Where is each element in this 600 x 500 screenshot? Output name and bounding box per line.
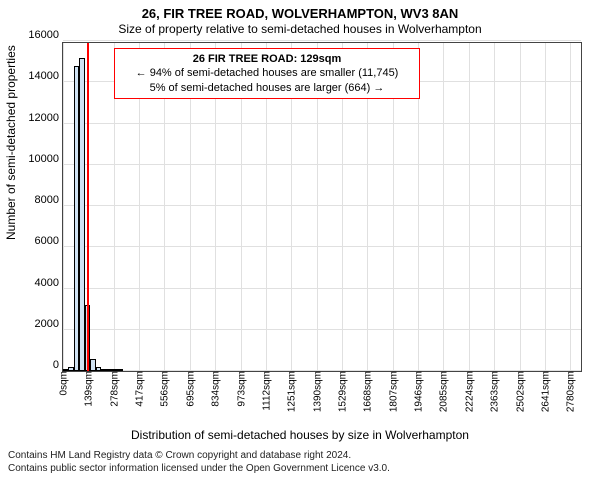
gridline-h	[63, 329, 581, 330]
y-tick-label: 14000	[19, 70, 63, 82]
gridline-h	[63, 164, 581, 165]
x-tick-label: 139sqm	[82, 371, 95, 407]
y-tick-label: 2000	[19, 318, 63, 330]
x-tick-label: 556sqm	[158, 371, 171, 407]
gridline-v	[570, 43, 571, 371]
y-tick-label: 16000	[19, 29, 63, 41]
gridline-h	[63, 246, 581, 247]
x-tick-label: 2224sqm	[462, 371, 475, 412]
chart-container: 26, FIR TREE ROAD, WOLVERHAMPTON, WV3 8A…	[0, 0, 600, 500]
gridline-v	[469, 43, 470, 371]
gridline-v	[443, 43, 444, 371]
y-tick-label: 4000	[19, 277, 63, 289]
y-tick-label: 0	[19, 359, 63, 371]
x-tick-label: 417sqm	[133, 371, 146, 407]
x-tick-label: 278sqm	[107, 371, 120, 407]
x-tick-label: 695sqm	[183, 371, 196, 407]
annotation-line-3: 5% of semi-detached houses are larger (6…	[119, 81, 415, 95]
x-tick-label: 2780sqm	[564, 371, 577, 412]
histogram-bar	[118, 369, 123, 371]
y-axis-label: Number of semi-detached properties	[4, 45, 18, 240]
gridline-h	[63, 205, 581, 206]
gridline-v	[520, 43, 521, 371]
x-tick-label: 2502sqm	[513, 371, 526, 412]
footer-line-1: Contains HM Land Registry data © Crown c…	[8, 450, 592, 463]
x-tick-label: 1112sqm	[259, 371, 272, 411]
gridline-v	[545, 43, 546, 371]
x-tick-label: 973sqm	[234, 371, 247, 407]
gridline-h	[63, 40, 581, 41]
x-tick-label: 0sqm	[57, 371, 70, 395]
annotation-line-2: ← 94% of semi-detached houses are smalle…	[119, 66, 415, 80]
chart-subtitle: Size of property relative to semi-detach…	[0, 22, 600, 36]
x-tick-label: 2363sqm	[488, 371, 501, 412]
y-tick-label: 10000	[19, 153, 63, 165]
gridline-v	[494, 43, 495, 371]
y-tick-label: 6000	[19, 235, 63, 247]
property-marker-line	[87, 43, 89, 371]
marker-annotation: 26 FIR TREE ROAD: 129sqm ← 94% of semi-d…	[114, 48, 420, 99]
y-tick-label: 8000	[19, 194, 63, 206]
x-tick-label: 1668sqm	[361, 371, 374, 412]
x-tick-label: 1390sqm	[310, 371, 323, 412]
annotation-line-1: 26 FIR TREE ROAD: 129sqm	[119, 52, 415, 66]
y-tick-label: 12000	[19, 112, 63, 124]
gridline-h	[63, 123, 581, 124]
gridline-h	[63, 288, 581, 289]
chart-footer: Contains HM Land Registry data © Crown c…	[0, 450, 600, 475]
gridline-v	[63, 43, 64, 371]
chart-title: 26, FIR TREE ROAD, WOLVERHAMPTON, WV3 8A…	[0, 6, 600, 21]
x-tick-label: 834sqm	[209, 371, 222, 407]
x-tick-label: 1807sqm	[386, 371, 399, 412]
x-axis-label: Distribution of semi-detached houses by …	[0, 428, 600, 442]
x-tick-label: 1529sqm	[335, 371, 348, 412]
x-tick-label: 1251sqm	[285, 371, 298, 412]
x-tick-label: 2085sqm	[437, 371, 450, 412]
footer-line-2: Contains public sector information licen…	[8, 463, 592, 476]
x-tick-label: 2641sqm	[538, 371, 551, 412]
x-tick-label: 1946sqm	[412, 371, 425, 412]
